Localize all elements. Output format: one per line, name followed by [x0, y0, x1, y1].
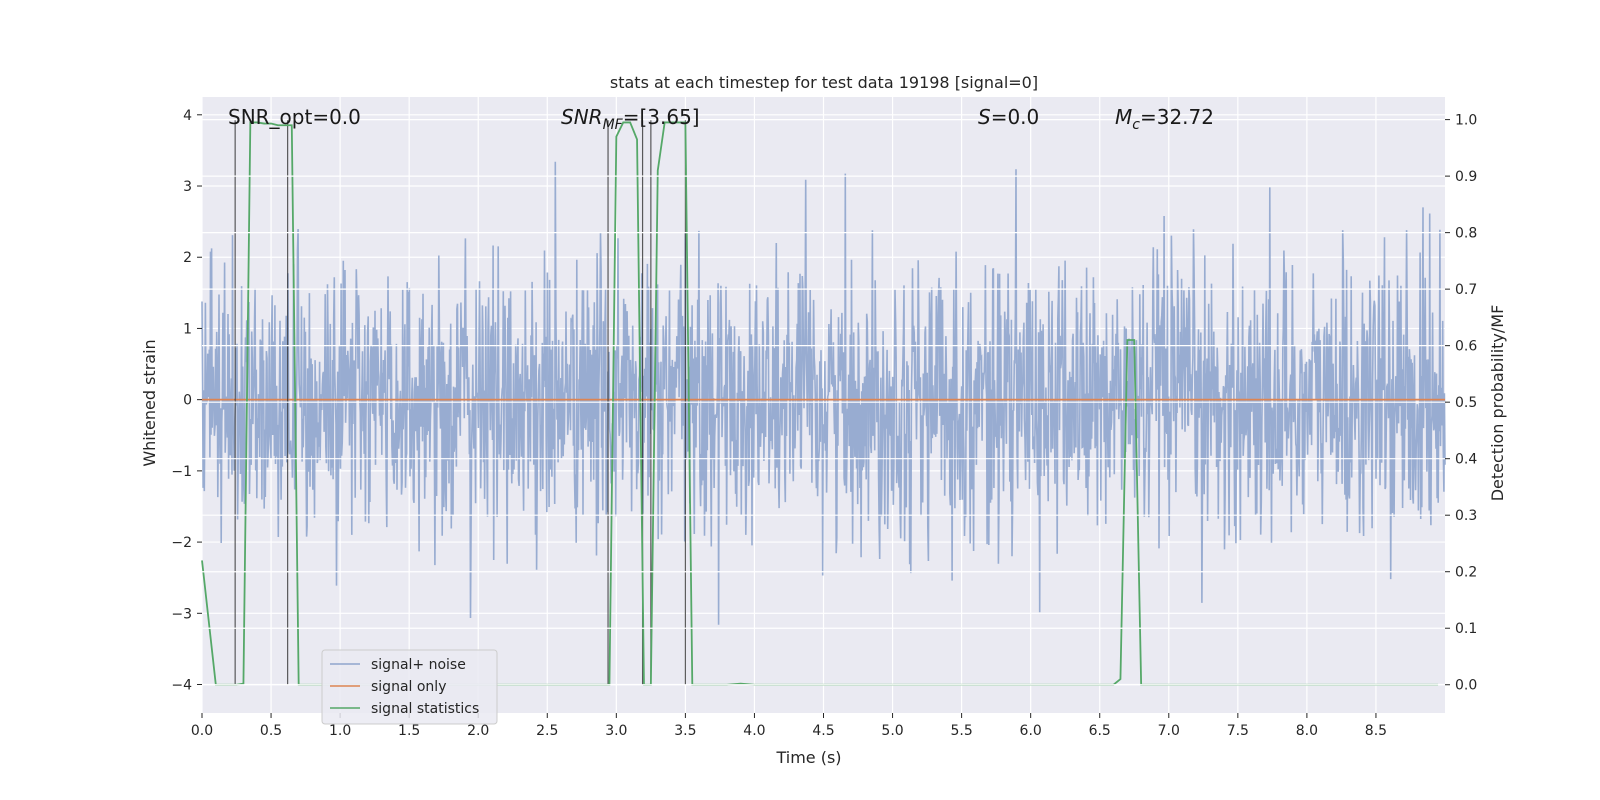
y2-axis: 0.0 0.1 0.2 0.3 0.4 0.5 0.6 0.7 0.8 0.9 1.0 — [1445, 113, 1477, 694]
y-tick-label: 1 — [183, 321, 192, 337]
y2-tick-label: 0.0 — [1455, 678, 1477, 694]
x-tick-label: 0.5 — [260, 723, 282, 739]
snr-mf-symbol: SNR — [561, 105, 603, 129]
s-annotation: S=0.0 — [978, 105, 1039, 129]
x-tick-label: 8.5 — [1365, 723, 1387, 739]
mc-subscript: c — [1132, 117, 1140, 133]
snr-mf-annotation: SNRMF=[3.65] — [561, 105, 700, 133]
y2-tick-label: 0.2 — [1455, 565, 1477, 581]
legend-label-signal-only: signal only — [371, 679, 446, 695]
y-axis-label: Whitened strain — [140, 339, 159, 466]
signal-statistics-line — [201, 121, 1439, 686]
s-symbol: S — [978, 105, 991, 129]
legend: signal+ noise signal only signal statist… — [321, 649, 498, 725]
y-axis: −4 −3 −2 −1 0 1 2 3 4 — [171, 108, 202, 694]
y2-tick-label: 0.3 — [1455, 508, 1477, 524]
y-tick-label: −2 — [171, 535, 192, 551]
signal-noise-line — [201, 161, 1446, 625]
y2-tick-label: 0.8 — [1455, 226, 1477, 242]
mc-annotation: Mc=32.72 — [1115, 105, 1214, 133]
x-tick-label: 8.0 — [1296, 723, 1318, 739]
signal-statistics-series — [201, 121, 1439, 686]
x-tick-label: 4.5 — [812, 723, 834, 739]
y-tick-label: −3 — [171, 606, 192, 622]
x-tick-label: 0.0 — [191, 723, 213, 739]
y-tick-label: 4 — [183, 108, 192, 124]
x-tick-label: 5.0 — [881, 723, 903, 739]
legend-box — [321, 649, 498, 725]
y-tick-label: 2 — [183, 250, 192, 266]
y-tick-label: 0 — [183, 393, 192, 409]
legend-label-signal-noise: signal+ noise — [371, 657, 466, 673]
x-axis-label: Time (s) — [775, 748, 841, 767]
snr-mf-value: =[3.65] — [623, 105, 700, 129]
y2-tick-label: 0.7 — [1455, 282, 1477, 298]
y-tick-label: −4 — [171, 678, 192, 694]
x-tick-label: 3.5 — [674, 723, 696, 739]
x-tick-label: 5.5 — [950, 723, 972, 739]
s-value: =0.0 — [991, 105, 1040, 129]
x-tick-label: 3.0 — [605, 723, 627, 739]
mc-symbol: M — [1115, 105, 1132, 129]
x-tick-label: 6.0 — [1020, 723, 1042, 739]
x-tick-label: 1.0 — [329, 723, 351, 739]
y2-tick-label: 0.6 — [1455, 339, 1477, 355]
chart-title: stats at each timestep for test data 191… — [610, 73, 1038, 92]
snr-mf-subscript: MF — [603, 117, 624, 133]
x-tick-label: 2.5 — [536, 723, 558, 739]
y2-tick-label: 0.5 — [1455, 395, 1477, 411]
y2-tick-label: 0.4 — [1455, 452, 1477, 468]
y-tick-label: −1 — [171, 464, 192, 480]
x-tick-label: 7.5 — [1227, 723, 1249, 739]
legend-label-signal-statistics: signal statistics — [371, 701, 479, 717]
y2-tick-label: 0.1 — [1455, 621, 1477, 637]
x-axis: 0.0 0.5 1.0 1.5 2.0 2.5 3.0 3.5 4.0 4.5 5.0 5.5 6.0 6… — [191, 713, 1387, 739]
x-tick-label: 1.5 — [398, 723, 420, 739]
x-tick-label: 2.0 — [467, 723, 489, 739]
snr-opt-annotation: SNR_opt=0.0 — [228, 105, 361, 129]
y2-axis-label: Detection probability/MF — [1488, 305, 1507, 502]
y-tick-label: 3 — [183, 179, 192, 195]
mc-value: =32.72 — [1140, 105, 1214, 129]
x-tick-label: 6.5 — [1089, 723, 1111, 739]
y2-tick-label: 1.0 — [1455, 113, 1477, 129]
x-tick-label: 4.0 — [743, 723, 765, 739]
y2-tick-label: 0.9 — [1455, 169, 1477, 185]
x-tick-label: 7.0 — [1158, 723, 1180, 739]
signal-noise-series — [201, 161, 1446, 625]
